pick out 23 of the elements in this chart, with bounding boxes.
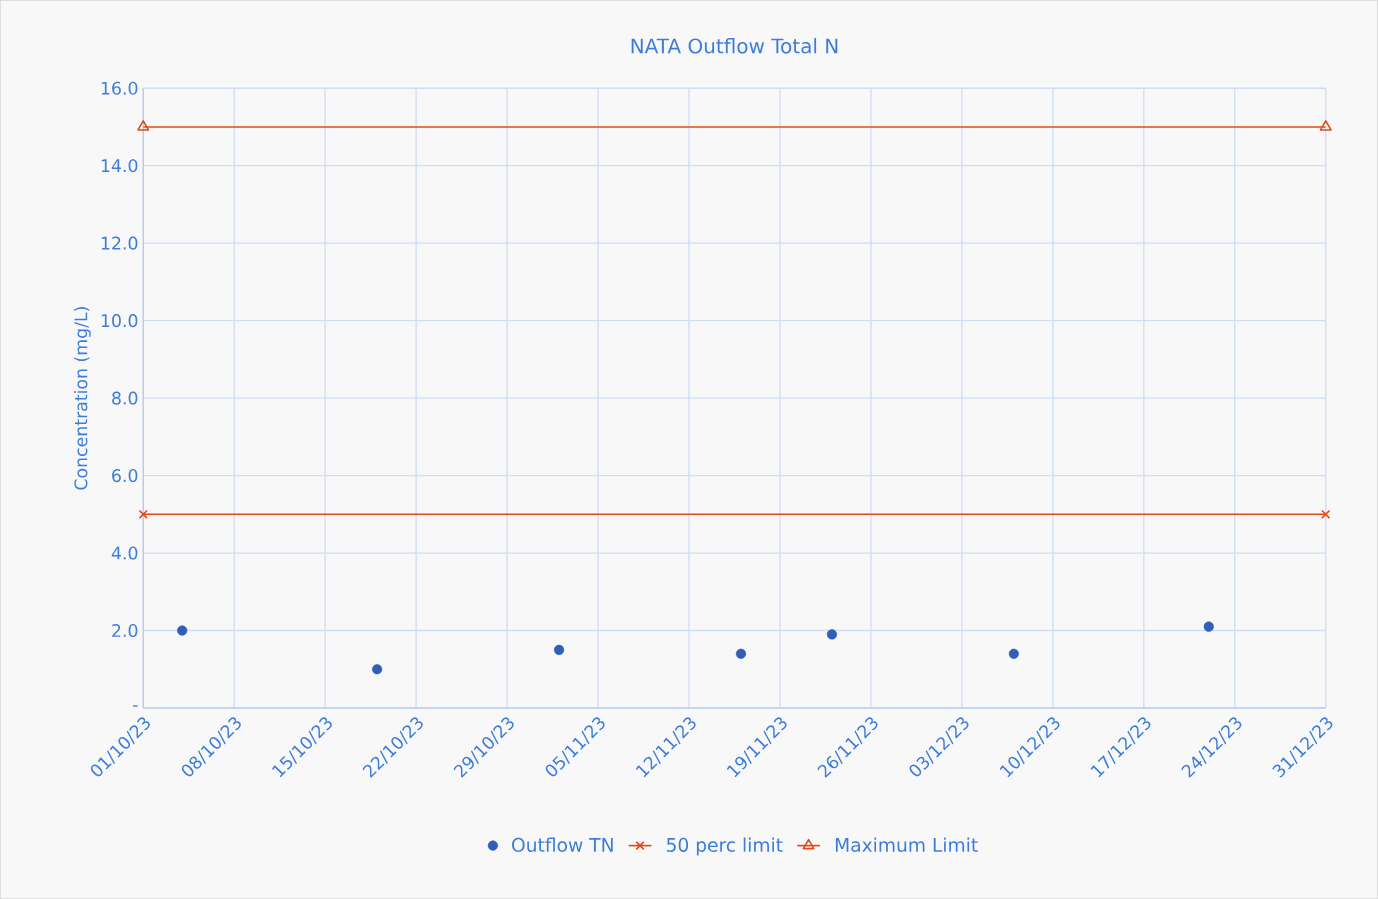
y-tick-label: 14.0 xyxy=(101,159,138,173)
point xyxy=(553,644,565,655)
point xyxy=(1203,621,1214,632)
point xyxy=(826,629,838,640)
point xyxy=(1008,648,1019,659)
y-tick-label: 12.0 xyxy=(101,236,138,250)
y-axis-title: Concentration (mg/L) xyxy=(74,307,91,490)
chart-title: NATA Outflow Total N xyxy=(631,37,838,54)
legend-label: 50 perc limit xyxy=(667,837,783,856)
point xyxy=(138,509,148,519)
legend-label: Outflow TN xyxy=(512,837,613,852)
y-tick-label: 2.0 xyxy=(112,623,138,637)
point xyxy=(1321,509,1331,519)
y-tick-label: 4.0 xyxy=(111,546,138,560)
y-tick-label: 10.0 xyxy=(101,314,138,328)
point xyxy=(735,648,747,659)
point xyxy=(372,664,383,675)
legend-label: Maximum Limit xyxy=(835,837,978,852)
y-tick-label: 6.0 xyxy=(112,468,138,483)
point xyxy=(177,625,188,636)
y-tick-label: 8.0 xyxy=(112,391,138,405)
y-tick-label: 16.0 xyxy=(101,81,138,95)
y-tick-label: - xyxy=(133,705,138,707)
